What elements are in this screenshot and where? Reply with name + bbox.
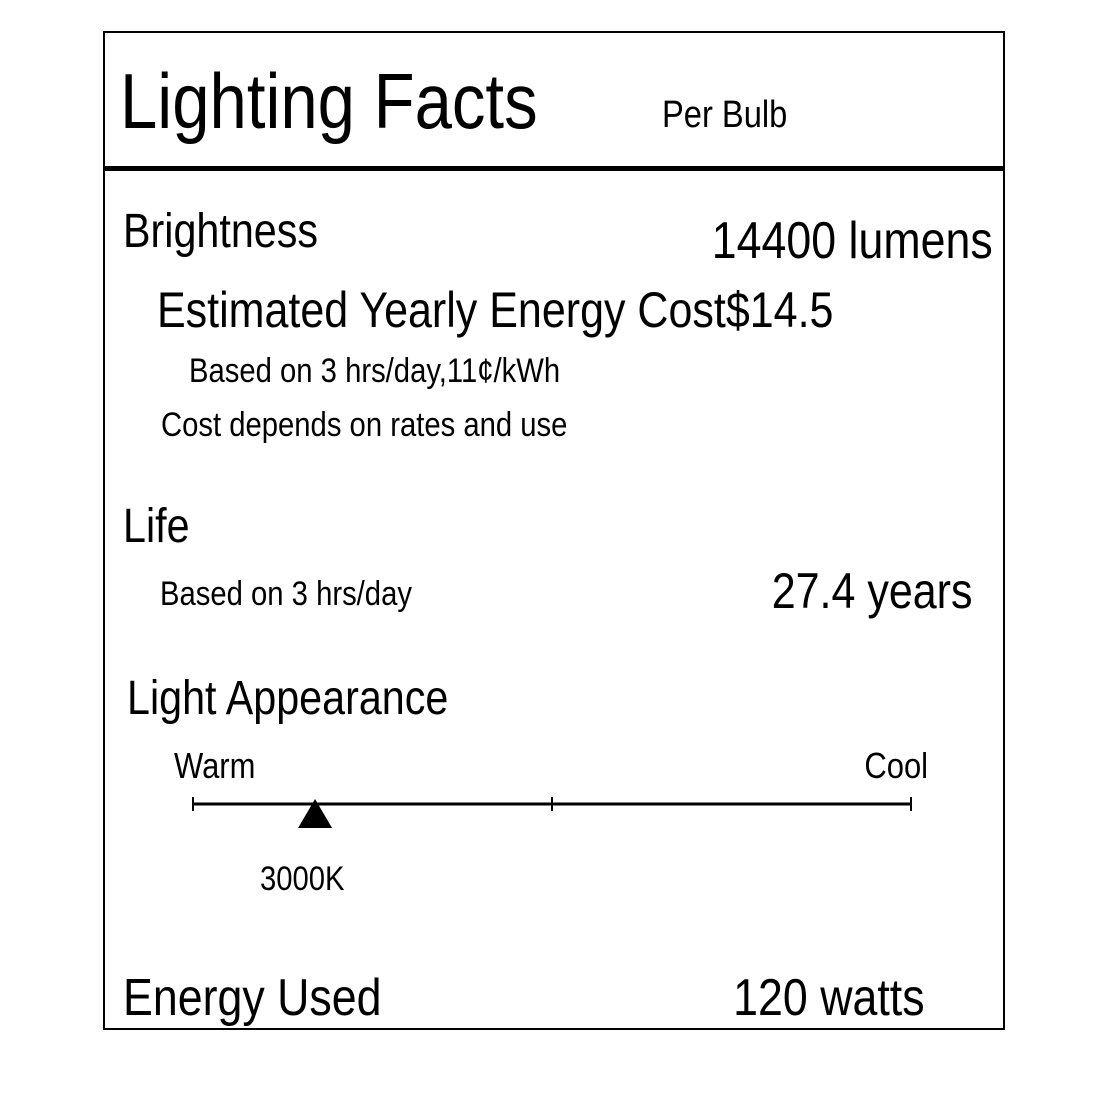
brightness-value: 14400 lumens	[712, 212, 993, 270]
energy-cost-value: $14.5	[725, 282, 834, 338]
life-value: 27.4 years	[771, 563, 972, 619]
energy-used-value: 120 watts	[733, 969, 925, 1027]
label-subtitle: Per Bulb	[662, 94, 788, 136]
color-temperature-marker	[298, 799, 333, 828]
energy-cost-label: Estimated Yearly Energy Cost	[157, 282, 726, 338]
life-label: Life	[123, 500, 190, 553]
label-border	[103, 31, 1005, 1030]
light-appearance-label: Light Appearance	[127, 672, 449, 725]
label-title: Lighting Facts	[120, 57, 538, 145]
cool-label: Cool	[864, 745, 928, 786]
color-temperature-value: 3000K	[260, 860, 345, 898]
brightness-label: Brightness	[123, 205, 319, 258]
energy-used-label: Energy Used	[123, 969, 382, 1027]
energy-cost-basis: Based on 3 hrs/day,11¢/kWh	[189, 352, 561, 390]
warm-label: Warm	[174, 745, 256, 786]
header-divider	[103, 166, 1003, 171]
energy-cost-note: Cost depends on rates and use	[161, 406, 568, 444]
life-basis: Based on 3 hrs/day	[160, 575, 412, 613]
energy-cost-line: Estimated Yearly Energy Cost$14.5	[157, 285, 833, 335]
